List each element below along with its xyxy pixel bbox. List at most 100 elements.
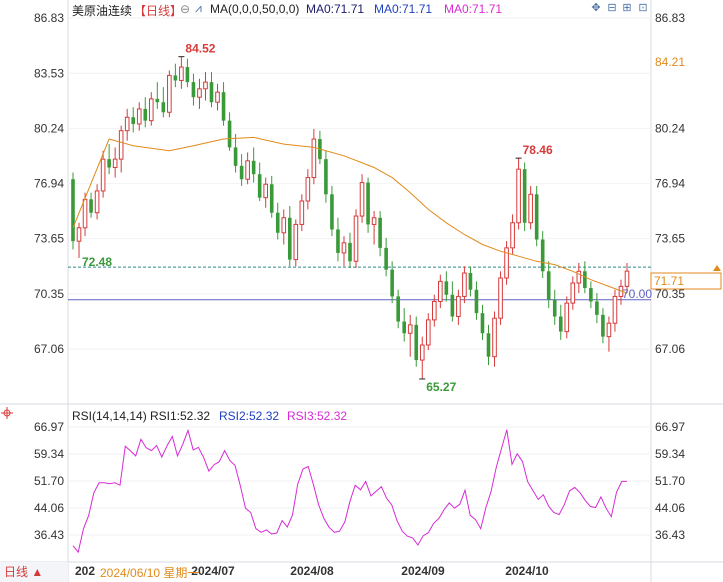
candle-up [167, 74, 172, 113]
rsi-label: RSI(14,14,14) [72, 409, 147, 423]
candle-down [275, 212, 280, 233]
candle-up [510, 222, 515, 249]
low-label: 65.27 [426, 380, 456, 394]
zoom-out-icon[interactable]: ⊟ [607, 2, 617, 14]
candle-down [221, 92, 226, 121]
price-left-tick-label: 70.35 [34, 287, 64, 301]
candle-up [82, 198, 88, 229]
candle-down [336, 229, 340, 253]
candle-up [136, 108, 142, 125]
candle-down [546, 271, 551, 300]
ma3-value: MA0:71.71 [444, 2, 503, 16]
candle-up [576, 270, 582, 284]
candle-up [76, 227, 82, 242]
candle-down [552, 299, 557, 317]
axis-labels: 86.83 83.53 80.24 76.94 73.65 70.35 67.06 86.83… [34, 11, 685, 578]
candle-up [462, 272, 467, 297]
candle-up [425, 319, 431, 346]
current-price-box [650, 272, 722, 290]
settings-gear-icon[interactable]: ⊖ [180, 2, 191, 16]
candle-up [112, 158, 118, 169]
crosshair-icon[interactable] [1, 407, 13, 419]
price-grid [68, 17, 651, 350]
candle-up [100, 158, 106, 192]
price-left-tick-label: 76.94 [34, 177, 64, 191]
ma50-line [72, 136, 628, 294]
candle-up [311, 138, 317, 179]
candle-down [396, 296, 400, 322]
ma-label: MA(0,0,0,50,0,0) [210, 2, 300, 16]
price-right-tick-label: 76.94 [655, 177, 685, 191]
candle-down [89, 199, 93, 213]
candle-up [371, 217, 377, 225]
candle-down [107, 159, 111, 168]
ref-line-label: 70.00 [622, 287, 652, 301]
candle-down [257, 174, 262, 198]
candle-down [414, 324, 419, 361]
rsi-right-tick-label: 59.34 [655, 447, 685, 461]
candle-up [498, 277, 503, 319]
x-tick-label: 2024/09 [401, 564, 445, 578]
candle-down [185, 67, 190, 83]
candle-down [161, 102, 166, 113]
candle-down [402, 321, 407, 334]
candle-up [215, 91, 220, 103]
rsi-right-tick-label: 44.06 [655, 501, 685, 515]
candle-down [330, 194, 334, 230]
rsi-right-tick-label: 66.97 [655, 420, 685, 434]
candle-down [384, 247, 388, 270]
candle-up [359, 182, 365, 217]
instrument-title: 美原油连续 [72, 4, 133, 18]
candle-down [522, 169, 527, 223]
candle-up [94, 190, 100, 214]
candle-up [281, 217, 287, 234]
price-right-tick-label: 84.21 [655, 55, 685, 69]
candle-down [474, 289, 479, 314]
candle-up [148, 98, 154, 122]
candle-up [504, 247, 509, 279]
rsi-left-tick-label: 36.43 [34, 528, 64, 542]
indicator-chart-icon[interactable]: ⩘ [195, 1, 202, 15]
candle-down [534, 194, 539, 240]
candle-down [366, 182, 370, 225]
candle-up [341, 242, 347, 254]
candle-up [612, 295, 618, 324]
rsi-grid [68, 426, 651, 536]
price-left-tick-label: 86.83 [34, 11, 64, 25]
zoom-in-icon[interactable]: ⊞ [622, 2, 632, 14]
candle-up [570, 282, 576, 304]
candle-up [197, 88, 202, 98]
x-tick-label-partial: 202 [75, 564, 95, 578]
price-right-tick-label: 73.65 [655, 232, 685, 246]
period-selector[interactable]: 【日线】 [134, 4, 183, 18]
candle-down [601, 314, 605, 337]
period-label: 日线 [146, 4, 171, 18]
period-toggle-button[interactable]: 日线 ▲ [0, 562, 68, 582]
ma1-value: MA0:71.71 [306, 2, 365, 16]
candle-up [456, 295, 461, 318]
candle-up [606, 322, 612, 338]
candle-up [305, 177, 311, 202]
candle-up [407, 324, 413, 334]
move-icon[interactable]: ✥ [591, 2, 601, 14]
candle-down [324, 159, 328, 195]
candle-down [378, 217, 382, 248]
price-left-tick-label: 80.24 [34, 121, 64, 135]
candle-up [293, 223, 299, 261]
rsi-series [72, 428, 627, 554]
candle-down [227, 120, 232, 148]
candle-down [287, 217, 292, 260]
rsi-left-tick-label: 51.70 [34, 474, 64, 488]
x-tick-label: 2024/10 [505, 564, 549, 578]
candle-down [131, 117, 136, 124]
candle-down [450, 294, 455, 317]
candle-down [191, 82, 196, 98]
rsi3-value: RSI3:52.32 [287, 409, 348, 423]
current-price-label: 71.71 [654, 274, 684, 288]
collapse-icon[interactable]: ⊡ [638, 2, 648, 14]
candle-down [173, 75, 178, 81]
candle-up [516, 168, 521, 224]
price-annotations: 84.52 78.46 72.48 65.27 70.00 [82, 42, 652, 394]
candle-down [486, 333, 491, 357]
